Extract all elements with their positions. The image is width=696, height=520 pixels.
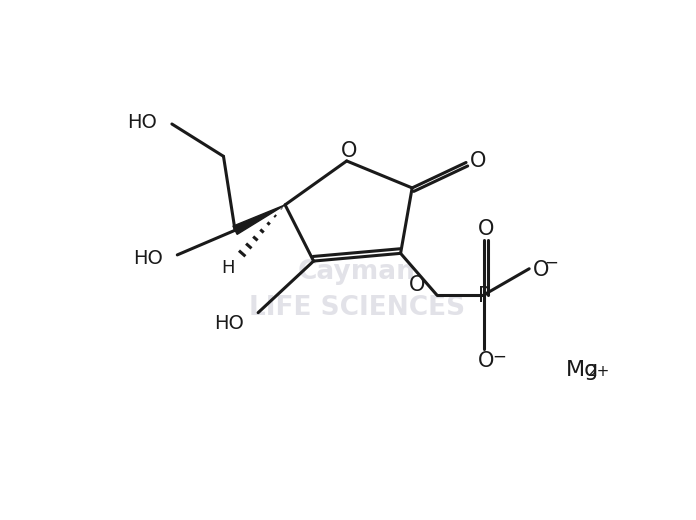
Text: O: O: [478, 219, 494, 239]
Text: Cayman
LIFE SCIENCES: Cayman LIFE SCIENCES: [248, 258, 465, 320]
Text: −: −: [544, 254, 557, 271]
Text: −: −: [492, 347, 506, 366]
Text: P: P: [478, 285, 491, 306]
Text: O: O: [409, 275, 425, 295]
Text: O: O: [470, 151, 487, 171]
Text: HO: HO: [214, 314, 244, 333]
Text: O: O: [341, 141, 357, 161]
Text: HO: HO: [127, 113, 157, 132]
Text: HO: HO: [134, 249, 164, 268]
Text: 2+: 2+: [587, 364, 610, 379]
Text: Mg: Mg: [566, 360, 599, 381]
Text: O: O: [533, 259, 550, 280]
Text: H: H: [221, 259, 235, 277]
Text: O: O: [478, 351, 494, 371]
Polygon shape: [233, 205, 285, 235]
